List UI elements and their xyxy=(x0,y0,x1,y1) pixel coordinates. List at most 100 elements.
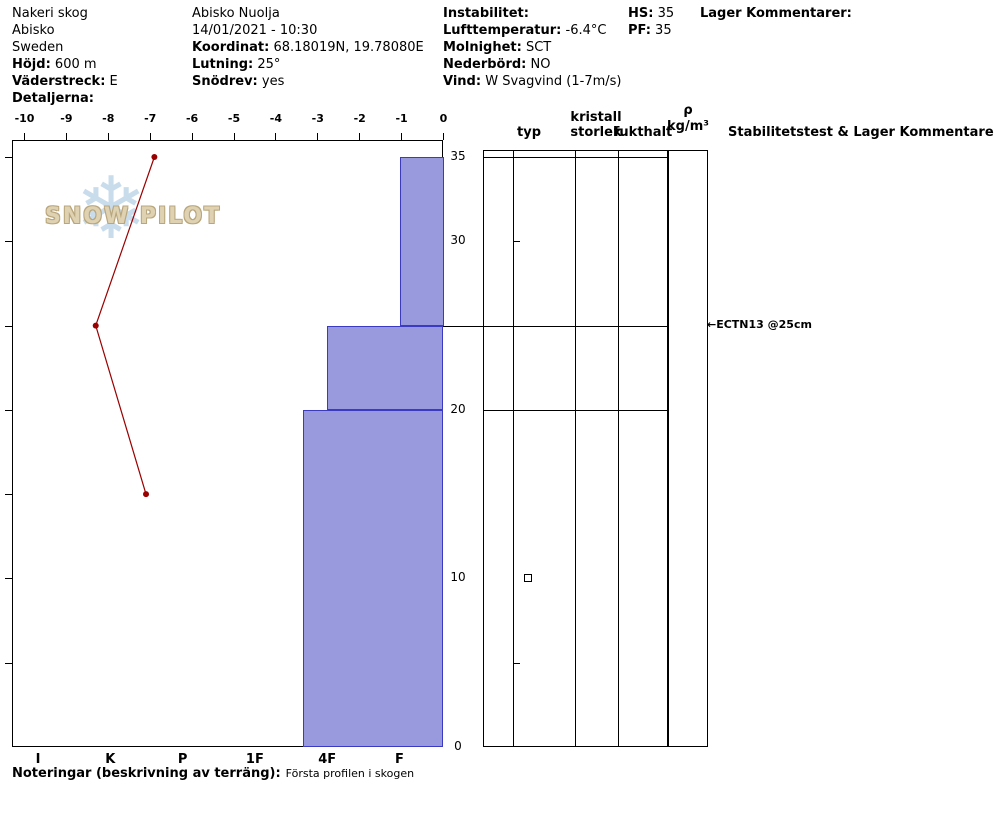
pf-value: 35 xyxy=(655,23,672,38)
airtemp-value: -6.4°C xyxy=(565,23,607,38)
height-tick xyxy=(5,241,12,243)
header-weather-column: Instabilitet: Lufttemperatur: -6.4°C Mol… xyxy=(443,6,621,91)
stability-test-label: ECTN13 @25cm xyxy=(716,317,812,331)
sky-value: SCT xyxy=(525,40,552,55)
temp-axis-tick xyxy=(443,133,444,140)
temp-axis-tick xyxy=(107,133,109,140)
hs-value: 35 xyxy=(657,6,675,21)
layer-comments-label: Lager Kommentarer: xyxy=(700,6,852,21)
column-header-density-symbol: ρ xyxy=(683,103,693,118)
temperature-hardness-chart xyxy=(12,140,443,747)
height-axis-label: 30 xyxy=(450,233,466,248)
temp-axis-tick xyxy=(401,133,403,140)
column-header-storlek: storlek xyxy=(570,125,622,140)
column-header-fukthalt: fukthalt xyxy=(613,125,673,140)
hardness-axis-label: 1F xyxy=(245,752,264,767)
elevation-label: Höjd: xyxy=(12,57,51,72)
site-name: Abisko Nuolja xyxy=(192,6,280,21)
aspect-label: Väderstreck: xyxy=(12,74,106,89)
coordinates-label: Koordinat: xyxy=(192,40,270,55)
height-tick xyxy=(5,494,12,496)
temp-axis-tick xyxy=(191,133,193,140)
temp-axis-tick xyxy=(317,133,319,140)
temp-axis-tick xyxy=(275,133,277,140)
wind-value: W Svagvind (1-7m/s) xyxy=(485,74,622,89)
pit-region: Abisko xyxy=(12,23,55,38)
stability-annotation: ←ECTN13 @25cm xyxy=(707,318,812,331)
column-header-typ: typ xyxy=(517,125,541,140)
pit-country: Sweden xyxy=(12,40,64,55)
table-divider xyxy=(575,150,576,747)
details-row: Detaljerna: xyxy=(12,91,118,108)
elevation-value: 600 m xyxy=(54,57,97,72)
header-location-column: Nakeri skog Abisko Sweden Höjd: 600 m Vä… xyxy=(12,6,118,108)
hardness-axis-label: P xyxy=(177,752,188,767)
snowdrift-value: yes xyxy=(261,74,285,89)
height-axis-label: 10 xyxy=(450,570,466,585)
snowdrift-row: Snödrev: yes xyxy=(192,74,424,91)
column-header-stability: Stabilitetstest & Lager Kommentarer xyxy=(728,125,994,140)
sky-label: Molnighet: xyxy=(443,40,522,55)
column-header-kristall: kristall xyxy=(570,110,622,125)
pf-label: PF: xyxy=(628,23,651,38)
pf-row: PF: 35 xyxy=(628,23,674,40)
layer-boundary-connector xyxy=(443,325,483,327)
precip-value: NO xyxy=(530,57,551,72)
height-axis-label: 0 xyxy=(454,739,462,753)
height-tick xyxy=(5,325,12,327)
height-axis-label: 20 xyxy=(450,401,466,416)
hardness-axis-label: 4F xyxy=(318,752,337,767)
notes-value: Första profilen i skogen xyxy=(285,767,415,780)
height-tick xyxy=(5,662,12,664)
temp-axis-tick xyxy=(149,133,151,140)
instability-row: Instabilitet: xyxy=(443,6,621,23)
table-divider xyxy=(618,150,619,747)
header-totals-column: HS: 35 PF: 35 xyxy=(628,6,674,40)
notes-label: Noteringar (beskrivning av terräng): xyxy=(12,766,281,781)
height-tick xyxy=(5,409,12,411)
aspect-value: E xyxy=(109,74,118,89)
pit-name: Nakeri skog xyxy=(12,6,88,21)
temp-axis-tick-label: -6 xyxy=(185,112,199,125)
hs-label: HS: xyxy=(628,6,654,21)
coordinates-value: 68.18019N, 19.78080E xyxy=(273,40,424,55)
height-tick xyxy=(5,578,12,580)
airtemp-row: Lufttemperatur: -6.4°C xyxy=(443,23,621,40)
header-site-column: Abisko Nuolja 14/01/2021 - 10:30 Koordin… xyxy=(192,6,424,91)
temp-axis-tick xyxy=(24,133,25,140)
temp-axis-tick-label: -1 xyxy=(395,112,408,125)
slope-value: 25° xyxy=(257,57,281,72)
aspect-row: Väderstreck: E xyxy=(12,74,118,91)
hardness-axis-label: K xyxy=(105,752,116,767)
temp-axis-tick xyxy=(359,133,361,140)
elevation-row: Höjd: 600 m xyxy=(12,57,118,74)
left-arrow-icon: ← xyxy=(707,317,717,331)
temp-axis-tick-label: -4 xyxy=(269,112,282,125)
hardness-axis-label: I xyxy=(35,752,41,767)
temp-axis-tick-label: -5 xyxy=(227,112,241,125)
details-label: Detaljerna: xyxy=(12,91,94,106)
height-tick xyxy=(5,157,12,158)
site-datetime: 14/01/2021 - 10:30 xyxy=(192,23,318,38)
slope-label: Lutning: xyxy=(192,57,254,72)
column-header-density-unit: kg/m³ xyxy=(667,119,709,134)
notes: Noteringar (beskrivning av terräng): Förs… xyxy=(12,766,414,781)
coordinates-row: Koordinat: 68.18019N, 19.78080E xyxy=(192,40,424,57)
density-column xyxy=(668,150,708,747)
sky-row: Molnighet: SCT xyxy=(443,40,621,57)
temp-axis-tick xyxy=(65,133,67,140)
wind-row: Vind: W Svagvind (1-7m/s) xyxy=(443,74,621,91)
hs-row: HS: 35 xyxy=(628,6,674,23)
temp-axis-tick-label: -8 xyxy=(102,112,115,125)
wind-label: Vind: xyxy=(443,74,482,89)
temp-axis-tick-label: -9 xyxy=(60,112,73,125)
height-axis-label: 35 xyxy=(450,149,466,163)
temp-axis-tick-label: 0 xyxy=(439,112,448,125)
precip-row: Nederbörd: NO xyxy=(443,57,621,74)
snowdrift-label: Snödrev: xyxy=(192,74,258,89)
slope-row: Lutning: 25° xyxy=(192,57,424,74)
temp-axis-tick-label: -7 xyxy=(144,112,157,125)
instability-label: Instabilitet: xyxy=(443,6,529,21)
temp-axis-tick-label: -2 xyxy=(353,112,366,125)
